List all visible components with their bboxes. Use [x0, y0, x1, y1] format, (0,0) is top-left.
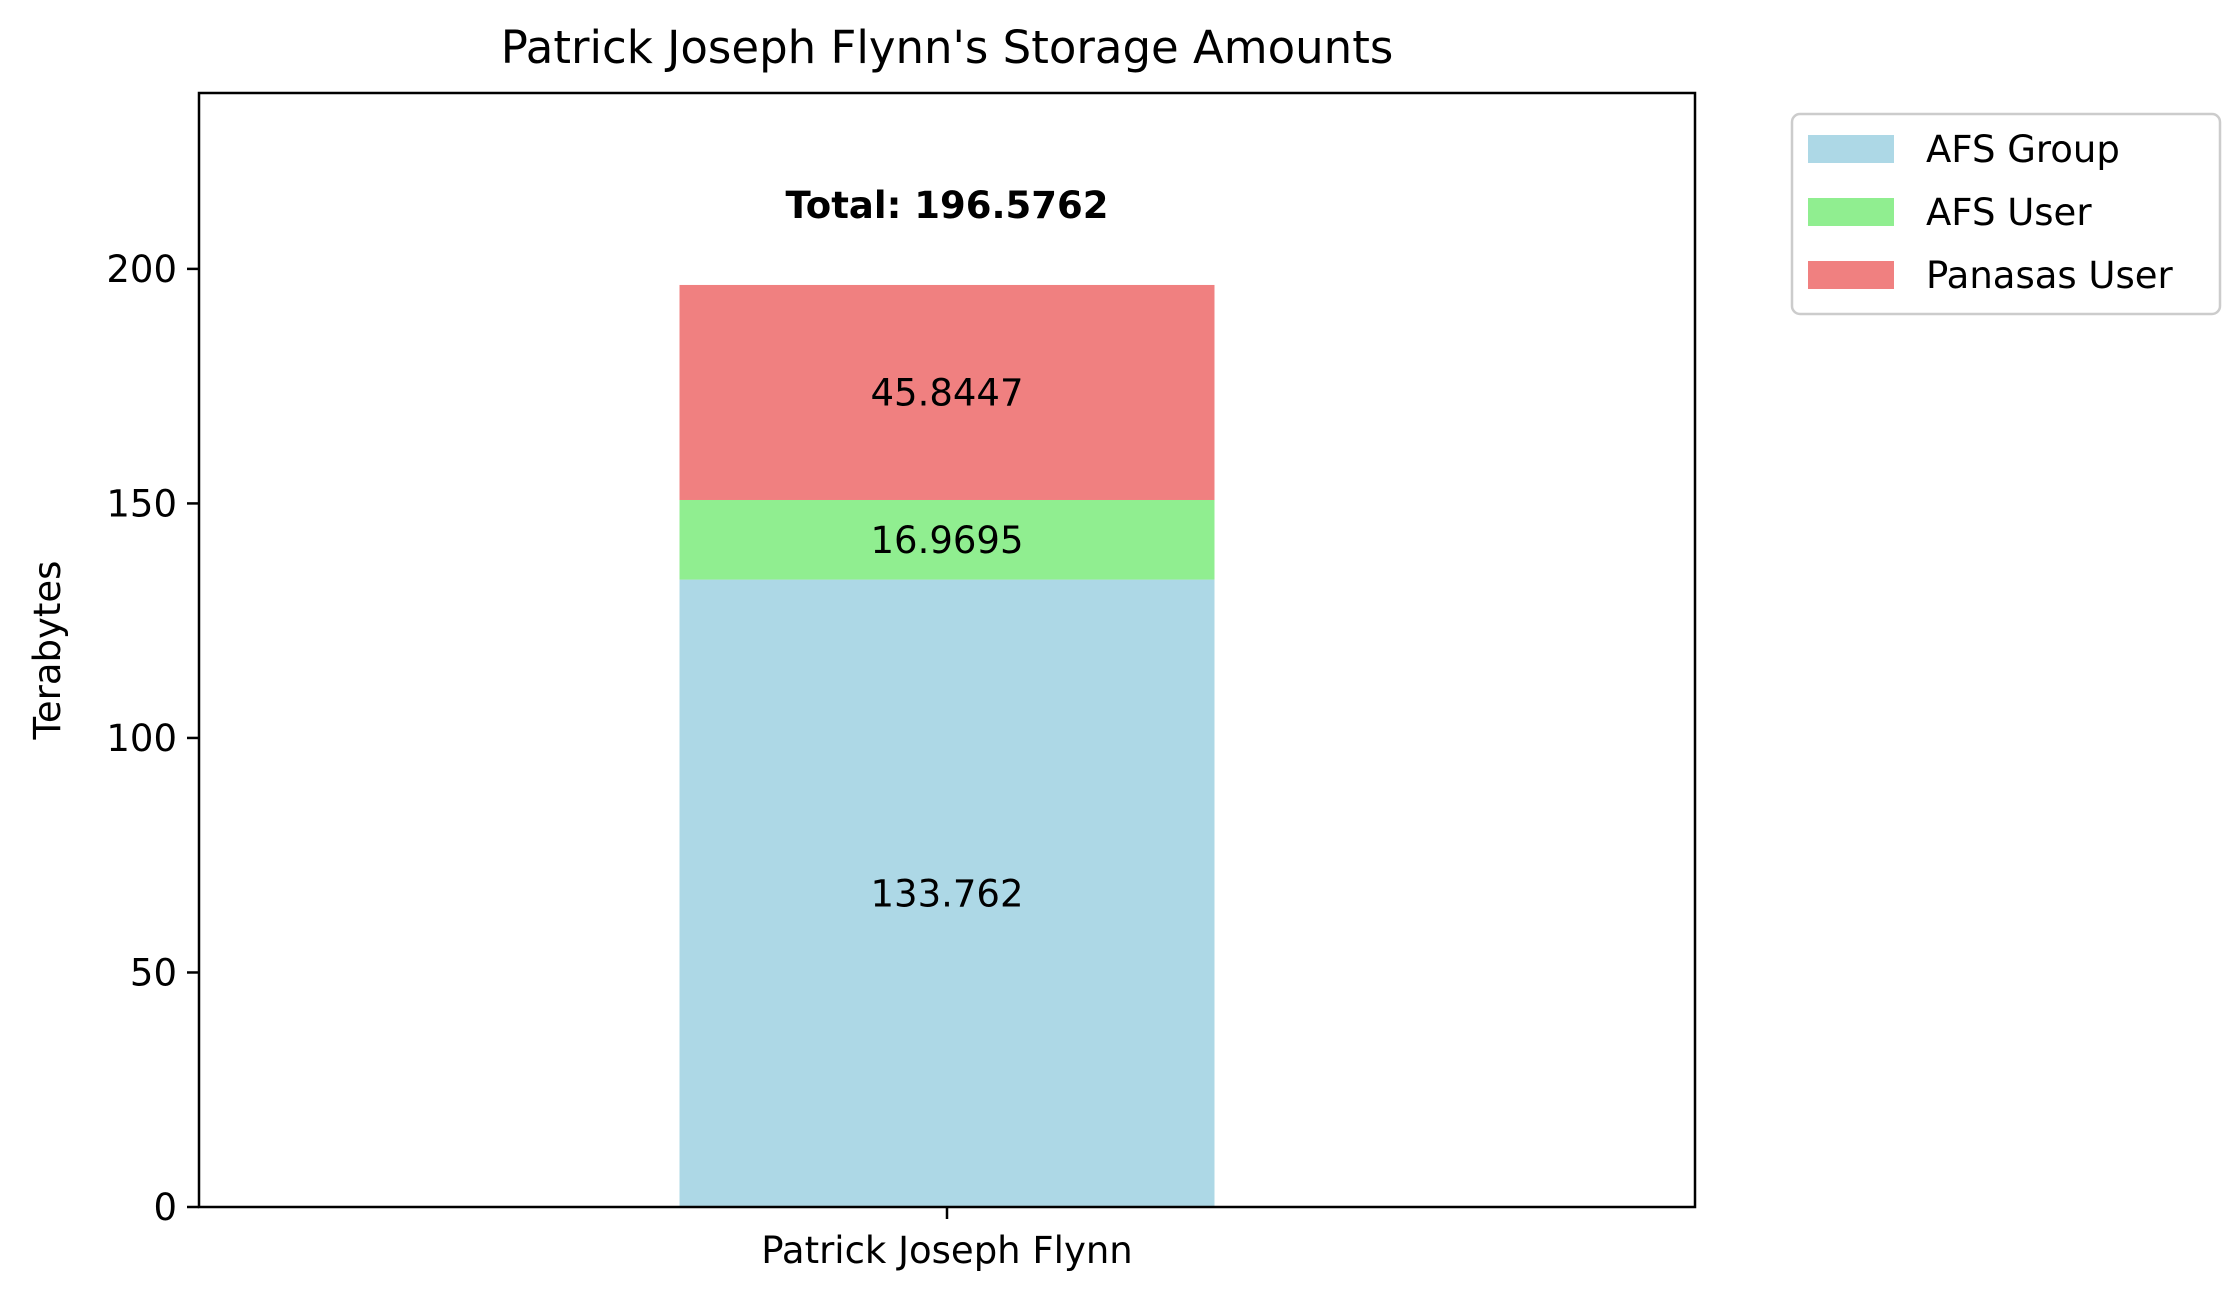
legend-frame	[1790, 112, 2222, 316]
x-tick-label: Patrick Joseph Flynn	[761, 1229, 1133, 1272]
legend-swatch	[1808, 135, 1894, 163]
legend-label: Panasas User	[1926, 254, 2174, 297]
bar-value-label: 45.8447	[870, 371, 1023, 414]
bar-value-label: 16.9695	[870, 519, 1023, 562]
y-tick-label: 200	[106, 248, 177, 291]
bar-segment-afs-group	[679, 579, 1215, 1207]
bar-total-label: Total: 196.5762	[785, 184, 1108, 227]
chart-title: Patrick Joseph Flynn's Storage Amounts	[501, 21, 1394, 74]
bar-segment-panasas-user	[679, 284, 1215, 500]
value-labels-group: 133.762 16.9695 45.8447	[870, 371, 1023, 915]
legend-swatch	[1808, 198, 1894, 226]
legend-swatch	[1808, 261, 1894, 289]
legend: AFS Group AFS User Panasas User	[1790, 112, 2222, 316]
legend-label: AFS Group	[1926, 128, 2120, 171]
bar-segment-afs-user	[679, 499, 1215, 580]
total-labels-group: Total: 196.5762	[785, 184, 1108, 227]
legend-label: AFS User	[1926, 191, 2092, 234]
y-tick-label: 50	[130, 951, 177, 994]
y-axis-label: Terabytes	[26, 561, 69, 741]
y-tick-label: 0	[153, 1186, 177, 1229]
y-tick-label: 100	[106, 717, 177, 760]
y-tick-label: 150	[106, 482, 177, 525]
y-axis: 0 50 100 150 200	[106, 248, 199, 1229]
bar-value-label: 133.762	[870, 872, 1023, 915]
bars-group	[679, 284, 1215, 1207]
x-axis: Patrick Joseph Flynn	[761, 1207, 1133, 1272]
